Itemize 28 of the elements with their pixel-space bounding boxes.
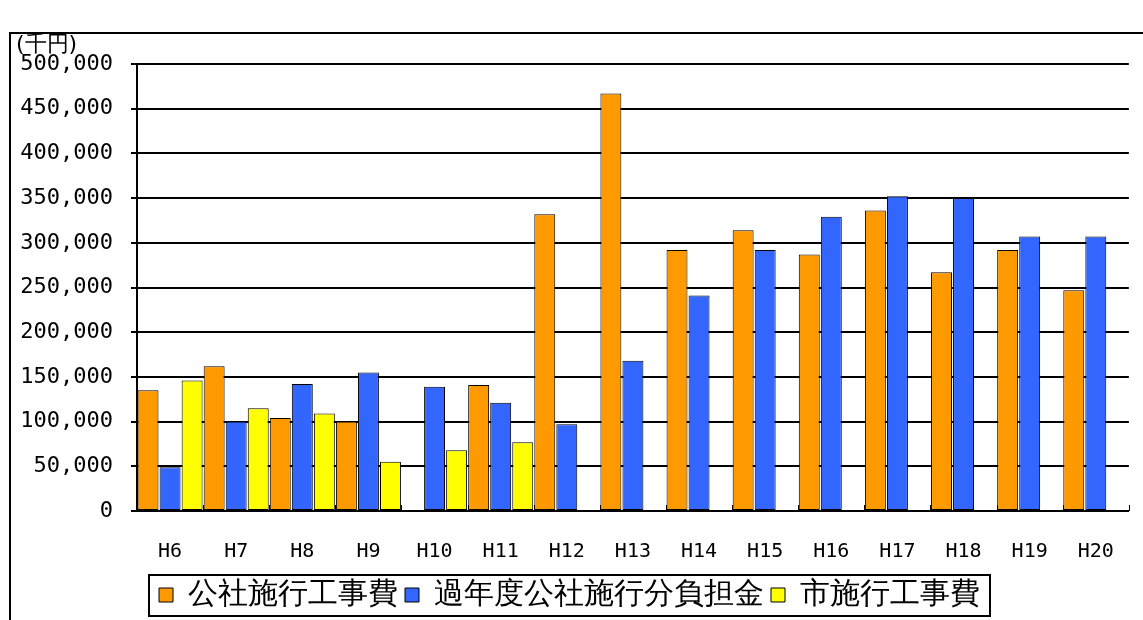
x-tick-label: H14 [681, 538, 718, 563]
y-tick-label: 300,000 [20, 228, 113, 254]
y-tick-label: 200,000 [20, 317, 113, 343]
y-tick-label: 250,000 [20, 273, 113, 299]
x-tick-label: H12 [548, 538, 585, 563]
x-tick-label: H16 [813, 538, 850, 563]
y-tick-label: 150,000 [20, 362, 113, 388]
y-tick-label: 0 [99, 496, 113, 522]
x-tick-label: H17 [879, 538, 916, 563]
x-tick-label: H15 [747, 538, 784, 563]
y-tick-label: 350,000 [20, 183, 113, 209]
y-tick-label: 100,000 [20, 407, 113, 433]
x-tick-label: H10 [416, 538, 453, 563]
x-tick-label: H9 [356, 538, 381, 563]
x-tick-label: H6 [158, 538, 183, 563]
y-tick-label: 400,000 [20, 139, 113, 165]
y-tick-label: 450,000 [20, 94, 113, 120]
x-tick-label: H20 [1077, 538, 1114, 563]
x-tick-label: H8 [290, 538, 315, 563]
legend-label: 市施行工事費 [800, 574, 980, 610]
legend-label: 過年度公社施行分負担金 [434, 574, 764, 610]
x-tick-label: H18 [945, 538, 982, 563]
x-tick-label: H7 [224, 538, 249, 563]
legend-label: 公社施行工事費 [188, 574, 398, 610]
x-tick-label: H13 [614, 538, 651, 563]
x-tick-label: H19 [1011, 538, 1048, 563]
x-tick-label: H11 [482, 538, 519, 563]
y-tick-label: 50,000 [33, 452, 113, 478]
